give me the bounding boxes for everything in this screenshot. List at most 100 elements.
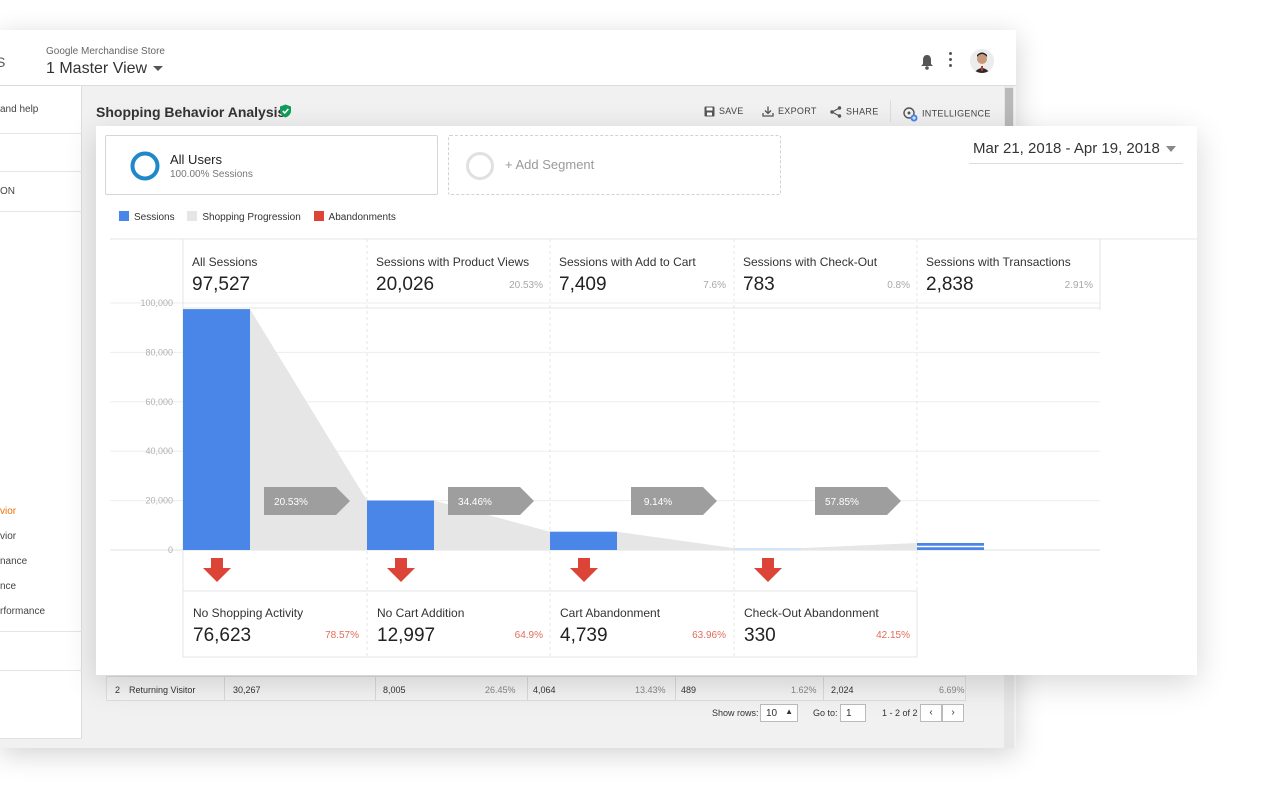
table-divider — [527, 677, 528, 701]
legend-label: Abandonments — [328, 212, 396, 223]
page-range: 1 - 2 of 2 — [882, 708, 918, 718]
sidebar-item-help[interactable]: and help — [0, 104, 39, 115]
segment-name: All Users — [170, 152, 223, 167]
abandonment-label: Check-Out Abandonment — [744, 606, 879, 620]
abandonment-label: Cart Abandonment — [560, 606, 661, 620]
more-options-icon[interactable] — [946, 52, 954, 68]
empty-segment-icon — [466, 152, 494, 180]
y-tick-label: 80,000 — [145, 347, 173, 357]
progression-rate-label: 57.85% — [825, 497, 859, 508]
abandonment-percent: 64.9% — [515, 630, 543, 641]
stage-label: Sessions with Add to Cart — [559, 255, 696, 269]
row-checkout-pct: 1.62% — [791, 685, 817, 695]
abandonment-percent: 42.15% — [876, 630, 910, 641]
sidebar-item-list-performance[interactable]: rformance — [0, 606, 46, 617]
view-selector[interactable]: 1 Master View — [46, 60, 164, 78]
save-button[interactable]: SAVE — [704, 106, 744, 117]
stepper-icon: ▲ — [785, 707, 793, 716]
user-avatar[interactable] — [970, 49, 994, 73]
stage-value: 783 — [743, 274, 775, 295]
legend-swatch — [313, 211, 324, 221]
view-caret-icon — [153, 66, 164, 72]
stage-label: All Sessions — [192, 255, 257, 269]
export-icon — [762, 106, 774, 117]
sidebar-item-checkout-behavior[interactable]: vior — [0, 531, 17, 542]
row-transactions-pct: 6.69% — [939, 685, 965, 695]
sessions-bar — [183, 309, 250, 550]
legend-item-sessions: Sessions — [119, 211, 175, 223]
report-toolbar: Shopping Behavior Analysis SAVE EXPORT S… — [82, 86, 1004, 130]
progression-rate-label: 20.53% — [274, 497, 308, 508]
legend-item-progression: Shopping Progression — [187, 211, 301, 223]
export-label: EXPORT — [778, 106, 817, 116]
date-range-picker[interactable]: Mar 21, 2018 - Apr 19, 2018 — [969, 138, 1183, 164]
show-rows-value: 10 — [766, 708, 778, 719]
intelligence-button[interactable]: INTELLIGENCE — [902, 106, 991, 122]
stage-percent: 0.8% — [887, 280, 910, 291]
sidebar-item-sales-performance[interactable]: nce — [0, 581, 17, 592]
abandonment-arrow-icon — [387, 558, 415, 582]
sidebar-item-section[interactable]: ON — [0, 186, 15, 197]
sidebar-item-shopping-behavior[interactable]: vior — [0, 506, 17, 517]
table-divider — [224, 677, 225, 701]
legend-swatch — [119, 211, 129, 221]
row-checkout: 489 — [681, 685, 697, 695]
stage-value: 7,409 — [559, 274, 607, 295]
stage-value: 97,527 — [192, 274, 250, 295]
y-tick-label: 40,000 — [145, 446, 173, 456]
y-tick-label: 20,000 — [145, 496, 173, 506]
notifications-bell-icon[interactable] — [920, 54, 934, 75]
export-button[interactable]: EXPORT — [762, 106, 817, 117]
legend-swatch — [187, 211, 198, 221]
row-name[interactable]: Returning Visitor — [129, 685, 196, 695]
abandonment-label: No Cart Addition — [377, 606, 464, 620]
prev-page-button[interactable]: ‹ — [920, 704, 942, 722]
abandonment-percent: 78.57% — [325, 630, 359, 641]
add-segment-button[interactable]: + Add Segment — [448, 135, 781, 195]
stage-percent: 20.53% — [509, 280, 543, 291]
table-row: 2 Returning Visitor 30,267 8,005 26.45% … — [106, 676, 966, 701]
share-button[interactable]: SHARE — [830, 106, 879, 118]
goto-label: Go to: — [813, 708, 838, 718]
verified-check-icon — [279, 104, 292, 123]
row-add-to-cart-pct: 13.43% — [635, 685, 666, 695]
table-divider — [675, 677, 676, 701]
row-product-views: 8,005 — [383, 685, 406, 695]
stage-label: Sessions with Check-Out — [743, 255, 878, 269]
date-caret-icon — [1166, 146, 1176, 152]
abandonment-arrow-icon — [203, 558, 231, 582]
goto-input[interactable]: 1 — [840, 704, 866, 722]
row-add-to-cart: 4,064 — [533, 685, 556, 695]
stage-percent: 2.91% — [1065, 280, 1093, 291]
progression-rate-label: 34.46% — [458, 497, 492, 508]
funnel-chart: 100,000 80,000 60,000 40,000 20,000 0 All Sess… — [110, 238, 1197, 658]
y-tick-label: 100,000 — [140, 298, 173, 308]
share-label: SHARE — [846, 106, 879, 117]
segment-all-users[interactable]: All Users 100.00% Sessions — [105, 135, 438, 195]
stage-percent: 7.6% — [703, 280, 726, 291]
abandonment-value: 4,739 — [560, 625, 608, 646]
sidebar-row — [0, 134, 82, 172]
intelligence-icon — [903, 107, 918, 122]
abandonment-label: No Shopping Activity — [193, 606, 303, 620]
abandonment-value: 12,997 — [377, 625, 435, 646]
chart-legend: Sessions Shopping Progression Abandonmen… — [119, 211, 406, 223]
sidebar-row — [0, 631, 82, 671]
sidebar-item-product-performance[interactable]: nance — [0, 556, 28, 567]
progression-wedge — [801, 542, 917, 550]
next-page-button[interactable]: › — [942, 704, 964, 722]
app-header: S Google Merchandise Store 1 Master View — [0, 30, 1016, 86]
row-transactions: 2,024 — [831, 685, 854, 695]
abandonment-arrow-icon — [754, 558, 782, 582]
sessions-bar — [367, 500, 434, 550]
table-divider — [375, 677, 376, 701]
row-index: 2 — [115, 685, 121, 695]
sidebar-row: and help — [0, 86, 82, 134]
legend-item-abandonments: Abandonments — [313, 211, 396, 223]
row-product-views-pct: 26.45% — [485, 685, 516, 695]
account-name: Google Merchandise Store — [46, 46, 165, 57]
progression-rate-arrow — [264, 487, 350, 515]
stage-label: Sessions with Transactions — [926, 255, 1071, 269]
show-rows-select[interactable]: 10 ▲ — [760, 704, 798, 722]
sidebar-collapse-bar[interactable]: ‹ — [0, 738, 82, 748]
